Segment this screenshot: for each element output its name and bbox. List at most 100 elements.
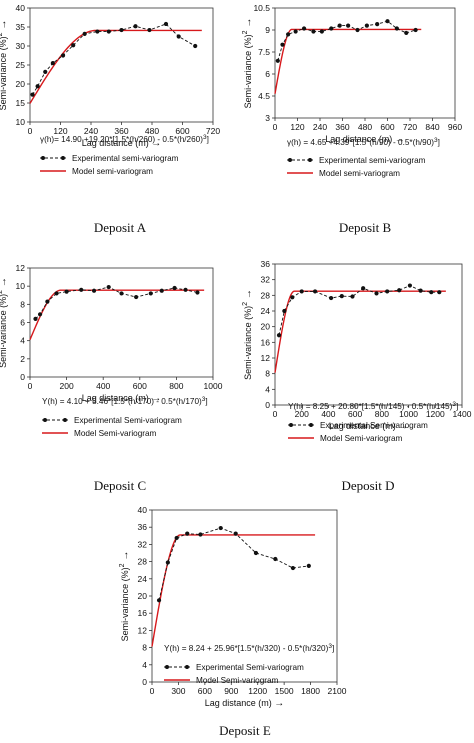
experimental-point: [71, 43, 76, 48]
panel-caption: Deposit C: [94, 478, 146, 493]
y-tick-label: 0: [20, 372, 25, 382]
y-axis-label-text: Semi-variance (%): [0, 294, 8, 368]
y-tick-label: 40: [138, 505, 148, 515]
x-tick-label: 800: [169, 381, 183, 391]
experimental-point: [413, 27, 418, 33]
experimental-point: [50, 61, 55, 66]
legend-experimental-marker: [309, 423, 313, 427]
experimental-point: [54, 291, 59, 296]
legend-model-label: Model Semi-variogram: [320, 434, 403, 443]
experimental-point: [437, 290, 442, 295]
model-equation-end: ]: [207, 135, 209, 144]
x-tick-label: 2100: [328, 686, 347, 696]
experimental-point: [82, 31, 87, 36]
x-tick-label: 0: [273, 122, 278, 132]
y-tick-label: 35: [16, 22, 26, 32]
y-axis-label-text: Semi-variance (%): [120, 567, 130, 641]
legend-experimental-marker: [43, 418, 47, 422]
y-tick-label: 28: [261, 290, 271, 300]
plot-frame: [151, 509, 338, 683]
y-axis-label: Semi-variance (%)2 →: [242, 18, 254, 109]
experimental-line: [35, 286, 198, 320]
legend-model-label: Model Semi-variogram: [196, 676, 279, 685]
x-tick-label: 600: [348, 409, 362, 419]
y-axis-label: Semi-variance (%)2 →: [242, 289, 254, 380]
model-equation: γ(h)= 14.90 +19.20*[1.5*(h/260) - 0.5*(h…: [40, 134, 209, 144]
x-tick-label: 720: [206, 126, 220, 136]
experimental-point: [163, 21, 169, 27]
x-axis-label-text: Lag distance (m): [82, 393, 152, 403]
panel-caption: Deposit A: [94, 220, 147, 235]
plot-frame: [274, 7, 456, 119]
experimental-point: [218, 525, 223, 531]
arrow-right-icon: →: [395, 134, 405, 145]
y-tick-label: 10: [16, 281, 26, 291]
y-axis-label-sup: 2: [0, 32, 4, 36]
model-curve: [29, 29, 202, 104]
arrow-right-icon: →: [398, 421, 408, 432]
y-tick-label: 4: [265, 384, 270, 394]
experimental-point: [33, 316, 38, 321]
y-tick-label: 6: [20, 318, 25, 328]
model-equation-text: γ(h)= 14.90 +19.20*[1.5*(h/260) - 0.5*(h…: [40, 135, 203, 144]
x-axis-label: Lag distance (m) →: [82, 393, 162, 404]
y-tick-label: 10.5: [253, 3, 270, 13]
model-equation-text: Y(h) = 8.24 + 25.96*[1.5*(h/320) - 0.5*(…: [164, 644, 329, 653]
experimental-point: [176, 34, 181, 39]
model-equation: Y(h) = 4.10 + 5.46*[1.5*(h/170) - 0.5*(h…: [42, 396, 208, 406]
legend-model-label: Model Semi-variogram: [74, 429, 157, 438]
model-curve: [151, 534, 316, 647]
x-tick-label: 200: [60, 381, 74, 391]
experimental-point: [418, 288, 423, 293]
y-tick-label: 24: [138, 574, 148, 584]
experimental-point: [429, 290, 434, 295]
legend-experimental-label: Experimental semi-variogram: [319, 156, 426, 165]
experimental-point: [106, 284, 111, 290]
model-equation-end: ]: [456, 402, 458, 411]
arrow-up-icon: →: [243, 289, 254, 302]
model-equation-sup: 3: [452, 401, 456, 408]
experimental-point: [43, 69, 48, 74]
y-tick-label: 8: [265, 369, 270, 379]
experimental-line: [32, 23, 196, 95]
x-tick-label: 1500: [275, 686, 294, 696]
x-tick-label: 600: [175, 126, 189, 136]
experimental-point: [134, 294, 139, 300]
y-tick-label: 36: [261, 259, 271, 269]
legend-experimental-label: Experimental Semi-variogram: [196, 663, 304, 672]
y-tick-label: 4: [142, 660, 147, 670]
experimental-point: [385, 289, 390, 294]
panel-caption: Deposit E: [219, 723, 271, 738]
y-tick-label: 8: [20, 299, 25, 309]
model-equation: Y(h) = 8.25 + 20.80*[1.5*(h/145) - 0.5*(…: [288, 401, 458, 411]
x-tick-label: 300: [171, 686, 185, 696]
experimental-point: [290, 295, 295, 300]
y-tick-label: 3: [265, 113, 270, 123]
y-tick-label: 20: [261, 322, 271, 332]
experimental-point: [185, 531, 190, 536]
model-curve: [29, 289, 205, 341]
experimental-point: [361, 286, 366, 291]
arrow-right-icon: →: [151, 138, 161, 149]
experimental-point: [299, 289, 304, 294]
model-equation-sup: 3: [328, 643, 332, 650]
x-tick-label: 0: [273, 409, 278, 419]
y-tick-label: 32: [261, 275, 271, 285]
experimental-point: [293, 29, 298, 34]
x-tick-label: 480: [358, 122, 372, 132]
x-tick-label: 120: [290, 122, 304, 132]
experimental-point: [147, 27, 152, 33]
x-tick-label: 480: [145, 126, 159, 136]
panel-deposit-c: 0 200 400 600 800 1000 0 2 4 6 8 10 12 Lag distance (…: [0, 263, 223, 493]
experimental-point: [346, 23, 351, 28]
experimental-point: [148, 291, 153, 296]
model-equation-end: ]: [205, 397, 207, 406]
model-equation-end: ]: [332, 644, 334, 653]
x-tick-label: 0: [28, 381, 33, 391]
panel-deposit-d: 0 200 400 600 800 1000 1200 1400048121620242832…: [242, 259, 472, 493]
y-axis-label: Semi-variance (%)2 →: [0, 277, 9, 368]
y-axis-label-sup: 2: [119, 563, 126, 567]
panel-caption: Deposit D: [341, 478, 394, 493]
experimental-point: [60, 53, 66, 58]
